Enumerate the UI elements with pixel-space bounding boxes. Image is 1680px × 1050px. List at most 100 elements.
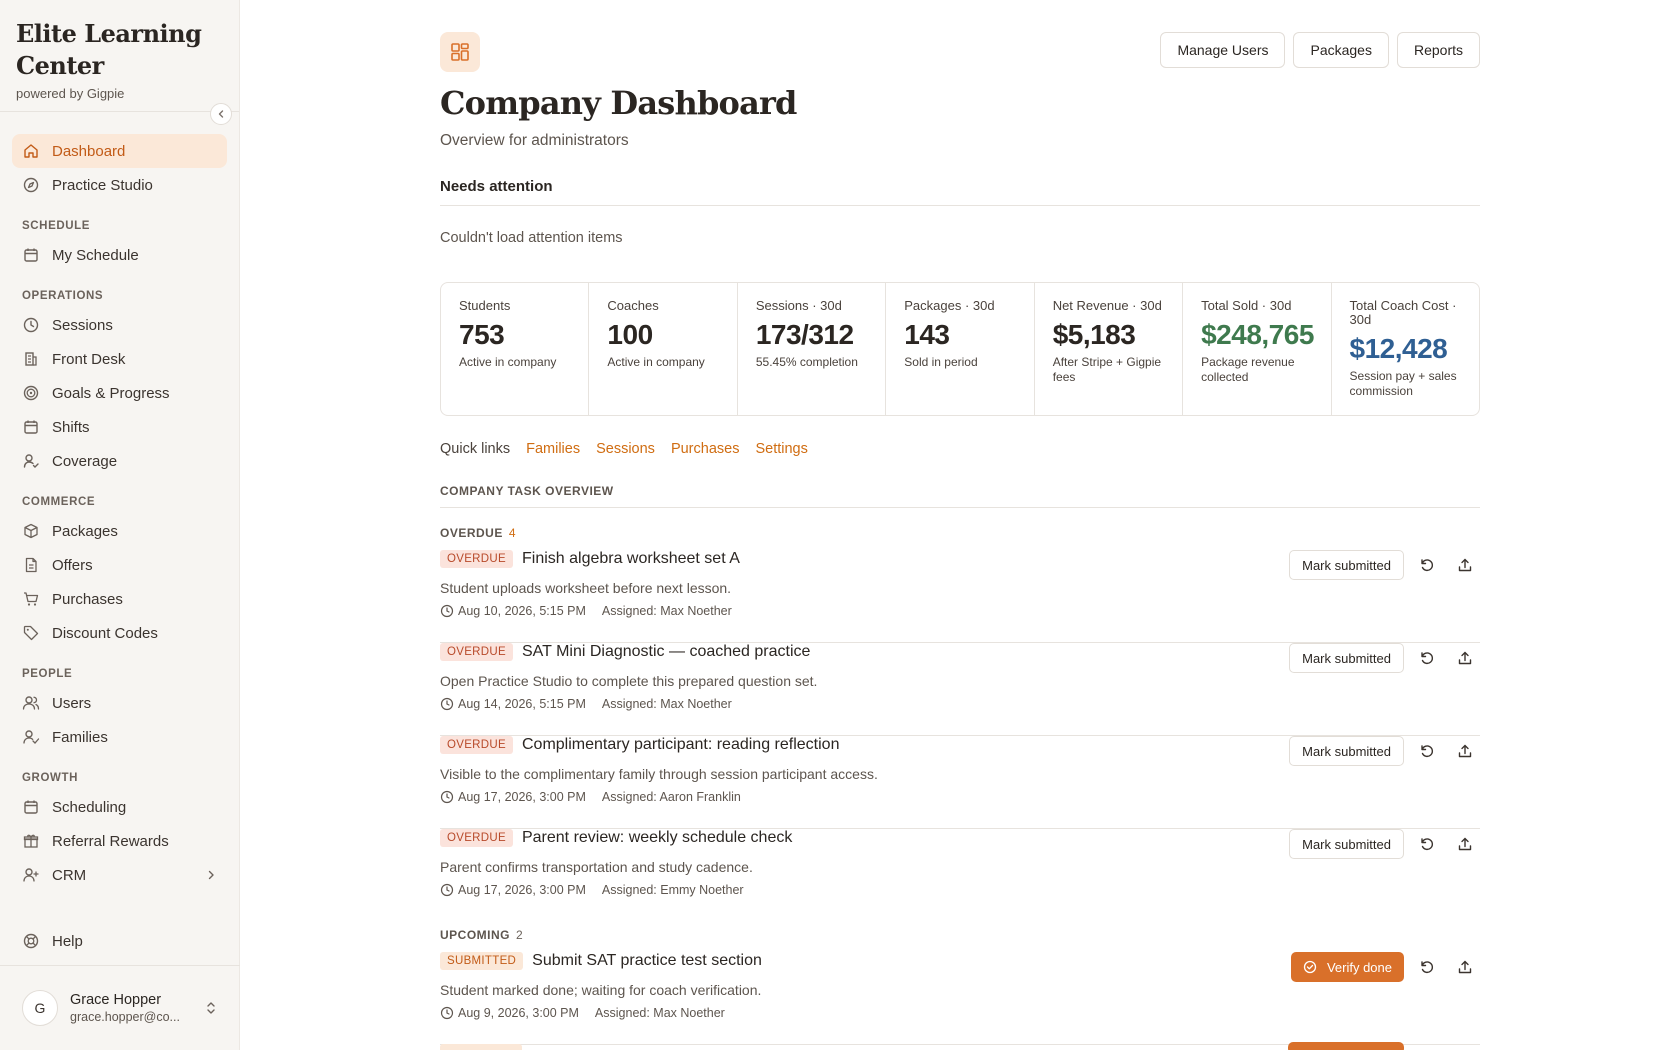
group-label-upcoming: UPCOMING 2	[440, 928, 523, 942]
sidebar-item-users[interactable]: Users	[12, 686, 227, 720]
sidebar-item-coverage[interactable]: Coverage	[12, 444, 227, 478]
mark-submitted-button[interactable]: Mark submitted	[1289, 550, 1404, 580]
reports-button[interactable]: Reports	[1396, 32, 1480, 68]
status-badge: OVERDUE	[440, 736, 513, 754]
stat-value: $248,765	[1201, 319, 1314, 350]
sidebar-item-crm[interactable]: CRM	[12, 858, 227, 892]
upload-button[interactable]	[1450, 550, 1480, 580]
sidebar-item-offers[interactable]: Offers	[12, 548, 227, 582]
group-title: OVERDUE	[440, 526, 503, 540]
stat-packages: Packages · 30d 143 Sold in period	[886, 283, 1035, 415]
sidebar-item-purchases[interactable]: Purchases	[12, 582, 227, 616]
task-description: Open Practice Studio to complete this pr…	[440, 673, 818, 689]
verify-done-label: Verify done	[1326, 959, 1392, 975]
packages-button[interactable]: Packages	[1293, 32, 1389, 68]
stat-note: Session pay + sales commission	[1349, 369, 1457, 398]
task-assignee: Assigned: Max Noether	[601, 604, 732, 618]
clock-icon	[440, 1006, 454, 1020]
reset-button[interactable]	[1412, 550, 1442, 580]
task-actions: Mark submitted	[1289, 829, 1480, 859]
task-head: OVERDUE Complimentary participant: readi…	[440, 736, 839, 754]
divider	[440, 205, 1480, 206]
stat-note: Active in company	[459, 355, 557, 369]
reset-button[interactable]	[1412, 643, 1442, 673]
task-title[interactable]: SAT Mini Diagnostic — coached practice	[521, 643, 811, 660]
sidebar-item-help[interactable]: Help	[12, 924, 228, 958]
stat-value: 100	[607, 319, 653, 350]
mark-submitted-button[interactable]: Mark submitted	[1289, 829, 1404, 859]
sidebar-item-sessions[interactable]: Sessions	[12, 308, 227, 342]
manage-users-button[interactable]: Manage Users	[1160, 32, 1286, 68]
clock-icon	[440, 790, 454, 804]
upload-button[interactable]	[1450, 736, 1480, 766]
sidebar-item-referral-rewards[interactable]: Referral Rewards	[12, 824, 227, 858]
mark-submitted-button[interactable]: Mark submitted	[1289, 643, 1404, 673]
sidebar-item-scheduling[interactable]: Scheduling	[12, 790, 227, 824]
quick-link-sessions[interactable]: Sessions	[596, 441, 655, 457]
mark-submitted-button[interactable]: Mark submitted	[1289, 736, 1404, 766]
reset-button[interactable]	[1412, 736, 1442, 766]
needs-attention-heading: Needs attention	[440, 178, 553, 195]
sidebar-item-practice-studio[interactable]: Practice Studio	[12, 168, 227, 202]
sidebar-item-goals-progress[interactable]: Goals & Progress	[12, 376, 227, 410]
task-head: OVERDUE Parent review: weekly schedule c…	[440, 829, 792, 847]
next-task-action-partial[interactable]	[1288, 1042, 1404, 1050]
sidebar-item-families[interactable]: Families	[12, 720, 227, 754]
upload-button[interactable]	[1450, 643, 1480, 673]
status-badge: SUBMITTED	[440, 952, 524, 970]
reset-button[interactable]	[1412, 829, 1442, 859]
next-task-badge-partial	[440, 1044, 522, 1050]
nav-section-people: PEOPLE	[22, 668, 73, 680]
sidebar-item-label: Referral Rewards	[52, 832, 169, 850]
task-meta: Aug 14, 2026, 5:15 PM Assigned: Max Noet…	[440, 697, 732, 711]
group-title: UPCOMING	[440, 928, 510, 942]
sidebar-item-discount-codes[interactable]: Discount Codes	[12, 616, 227, 650]
upload-icon	[1458, 651, 1472, 665]
chevron-left-icon	[218, 110, 224, 118]
task-actions: Verify done	[1290, 952, 1480, 982]
rotate-ccw-icon	[1421, 745, 1434, 758]
upload-button[interactable]	[1450, 829, 1480, 859]
sidebar-nav: Dashboard Practice Studio SCHEDULE My Sc…	[0, 112, 239, 892]
verify-done-button[interactable]: Verify done	[1290, 952, 1404, 982]
upload-icon	[1458, 558, 1472, 572]
stat-value: 143	[904, 319, 950, 350]
user-check-icon	[23, 454, 39, 468]
upload-icon	[1458, 960, 1472, 974]
quick-link-purchases[interactable]: Purchases	[670, 441, 740, 457]
sidebar-item-front-desk[interactable]: Front Desk	[12, 342, 227, 376]
cart-icon	[24, 592, 39, 606]
stat-total-coach-cost: Total Coach Cost · 30d $12,428 Session p…	[1332, 283, 1479, 415]
sidebar-item-label: Discount Codes	[52, 624, 158, 642]
sidebar-item-label: Users	[52, 694, 92, 712]
task-title[interactable]: Finish algebra worksheet set A	[521, 550, 740, 567]
task-description: Parent confirms transportation and study…	[440, 859, 753, 875]
user-menu[interactable]: G Grace Hopper grace.hopper@co...	[0, 965, 240, 1050]
stat-students: Students 753 Active in company	[441, 283, 590, 415]
sidebar-item-dashboard[interactable]: Dashboard	[12, 134, 227, 168]
stat-note: Active in company	[607, 355, 705, 369]
task-title[interactable]: Complimentary participant: reading refle…	[521, 736, 840, 753]
task-overview-heading: COMPANY TASK OVERVIEW	[440, 484, 614, 498]
sidebar-item-label: Practice Studio	[52, 176, 153, 194]
upload-button[interactable]	[1450, 952, 1480, 982]
nav-section-operations: OPERATIONS	[22, 290, 104, 302]
chevron-up-down-icon	[207, 1002, 215, 1014]
task-meta: Aug 17, 2026, 3:00 PM Assigned: Emmy Noe…	[440, 883, 744, 897]
sidebar-item-shifts[interactable]: Shifts	[12, 410, 227, 444]
sidebar-item-my-schedule[interactable]: My Schedule	[12, 238, 227, 272]
reset-button[interactable]	[1412, 952, 1442, 982]
sidebar-item-packages[interactable]: Packages	[12, 514, 227, 548]
grid-icon	[451, 43, 469, 61]
sidebar-item-label: Coverage	[52, 452, 118, 470]
task-title[interactable]: Submit SAT practice test section	[532, 952, 762, 969]
target-icon	[23, 385, 39, 401]
task-meta: Aug 9, 2026, 3:00 PM Assigned: Max Noeth…	[440, 1006, 725, 1020]
rotate-ccw-icon	[1421, 652, 1434, 665]
attention-error-message: Couldn't load attention items	[440, 230, 623, 246]
quick-link-settings[interactable]: Settings	[755, 441, 808, 457]
quick-link-families[interactable]: Families	[526, 441, 581, 457]
task-title[interactable]: Parent review: weekly schedule check	[521, 829, 793, 846]
collapse-sidebar-button[interactable]	[210, 103, 232, 125]
stat-note: After Stripe + Gigpie fees	[1052, 355, 1162, 384]
